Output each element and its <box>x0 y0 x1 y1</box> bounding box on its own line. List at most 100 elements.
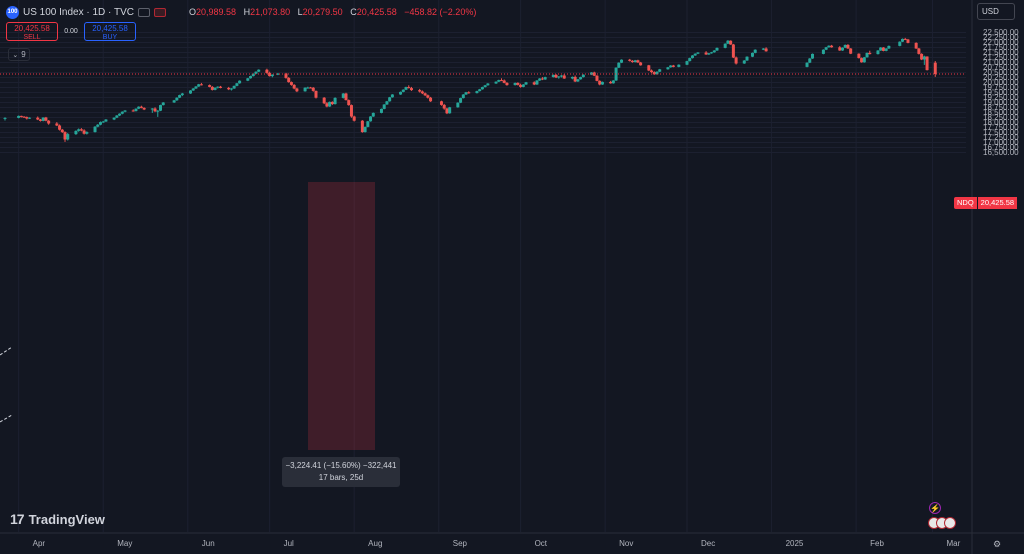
candle[interactable] <box>74 130 78 135</box>
candle[interactable] <box>617 62 621 69</box>
candle[interactable] <box>742 60 746 64</box>
candle[interactable] <box>554 74 558 79</box>
candle[interactable] <box>47 120 51 125</box>
candle[interactable] <box>551 74 555 78</box>
candle[interactable] <box>131 109 135 112</box>
candle[interactable] <box>846 44 850 49</box>
candle[interactable] <box>483 84 487 88</box>
candle[interactable] <box>158 104 162 112</box>
candle[interactable] <box>349 104 353 118</box>
candle[interactable] <box>925 56 929 71</box>
candle[interactable] <box>693 53 697 56</box>
candle[interactable] <box>213 87 217 91</box>
candle[interactable] <box>707 52 711 55</box>
candle[interactable] <box>439 100 443 106</box>
candle[interactable] <box>101 120 105 123</box>
candle[interactable] <box>611 80 615 84</box>
candle[interactable] <box>295 87 299 93</box>
candle[interactable] <box>41 117 45 122</box>
candle[interactable] <box>881 47 885 52</box>
candle[interactable] <box>178 94 182 99</box>
trend-line[interactable] <box>0 346 13 356</box>
trend-line[interactable] <box>0 414 13 423</box>
candle[interactable] <box>685 60 689 66</box>
candle[interactable] <box>429 96 433 102</box>
candle[interactable] <box>917 47 921 55</box>
candle[interactable] <box>189 90 193 94</box>
candle[interactable] <box>82 129 86 135</box>
candle[interactable] <box>628 58 632 62</box>
candle[interactable] <box>77 128 81 132</box>
candle[interactable] <box>636 59 640 63</box>
candle[interactable] <box>887 45 891 49</box>
candle[interactable] <box>426 94 430 99</box>
candle[interactable] <box>562 74 566 79</box>
candle[interactable] <box>461 94 465 99</box>
candle[interactable] <box>486 83 490 86</box>
candle[interactable] <box>696 52 700 55</box>
candle[interactable] <box>58 124 62 131</box>
candle[interactable] <box>538 78 542 81</box>
candle[interactable] <box>369 116 373 122</box>
candle[interactable] <box>830 44 834 48</box>
candle[interactable] <box>303 87 307 92</box>
candle[interactable] <box>289 81 293 86</box>
candle[interactable] <box>333 97 337 105</box>
candle[interactable] <box>731 43 735 59</box>
candle[interactable] <box>418 88 422 93</box>
candle[interactable] <box>540 77 544 81</box>
candle[interactable] <box>502 79 506 84</box>
economic-events-flags[interactable] <box>928 517 958 529</box>
candle[interactable] <box>142 107 146 111</box>
candle[interactable] <box>246 77 250 82</box>
visibility-toggle-icon[interactable] <box>137 7 150 17</box>
candle[interactable] <box>19 115 23 118</box>
candle[interactable] <box>519 83 523 88</box>
candle[interactable] <box>445 107 449 115</box>
candle[interactable] <box>824 46 828 51</box>
candle[interactable] <box>573 75 577 83</box>
candle[interactable] <box>764 47 768 52</box>
tradingview-logo[interactable]: 17 TradingView <box>10 511 105 527</box>
candle[interactable] <box>669 65 673 68</box>
candle[interactable] <box>156 110 160 117</box>
candle[interactable] <box>98 121 102 126</box>
candle[interactable] <box>270 74 274 78</box>
candle[interactable] <box>903 37 907 41</box>
candle[interactable] <box>524 81 528 85</box>
candle[interactable] <box>535 80 539 85</box>
candle[interactable] <box>726 40 730 45</box>
candle[interactable] <box>118 113 122 117</box>
candle[interactable] <box>328 101 332 107</box>
candle[interactable] <box>840 47 844 51</box>
candle[interactable] <box>658 68 662 73</box>
candle[interactable] <box>600 81 604 85</box>
candle[interactable] <box>96 124 100 128</box>
candle[interactable] <box>753 49 757 54</box>
candle[interactable] <box>330 101 334 105</box>
candle[interactable] <box>497 79 501 83</box>
candle[interactable] <box>723 43 727 49</box>
candle[interactable] <box>292 84 296 90</box>
candle[interactable] <box>827 45 831 48</box>
candle[interactable] <box>399 91 403 95</box>
candle[interactable] <box>876 50 880 55</box>
candle[interactable] <box>390 94 394 98</box>
sell-button[interactable]: 20,425.58 SELL <box>6 22 58 41</box>
candle[interactable] <box>409 86 413 91</box>
candle[interactable] <box>287 77 291 83</box>
candle[interactable] <box>475 90 479 94</box>
candle[interactable] <box>366 120 370 128</box>
candle[interactable] <box>543 76 547 80</box>
indicators-toggle[interactable]: ⌄ 9 <box>8 48 30 61</box>
candle[interactable] <box>66 132 70 141</box>
candle[interactable] <box>44 116 48 122</box>
candle[interactable] <box>385 100 389 105</box>
candle[interactable] <box>22 116 26 118</box>
candle[interactable] <box>710 51 714 54</box>
candle[interactable] <box>257 69 261 73</box>
candle[interactable] <box>352 115 356 122</box>
candle[interactable] <box>532 81 536 86</box>
candle[interactable] <box>734 56 738 65</box>
